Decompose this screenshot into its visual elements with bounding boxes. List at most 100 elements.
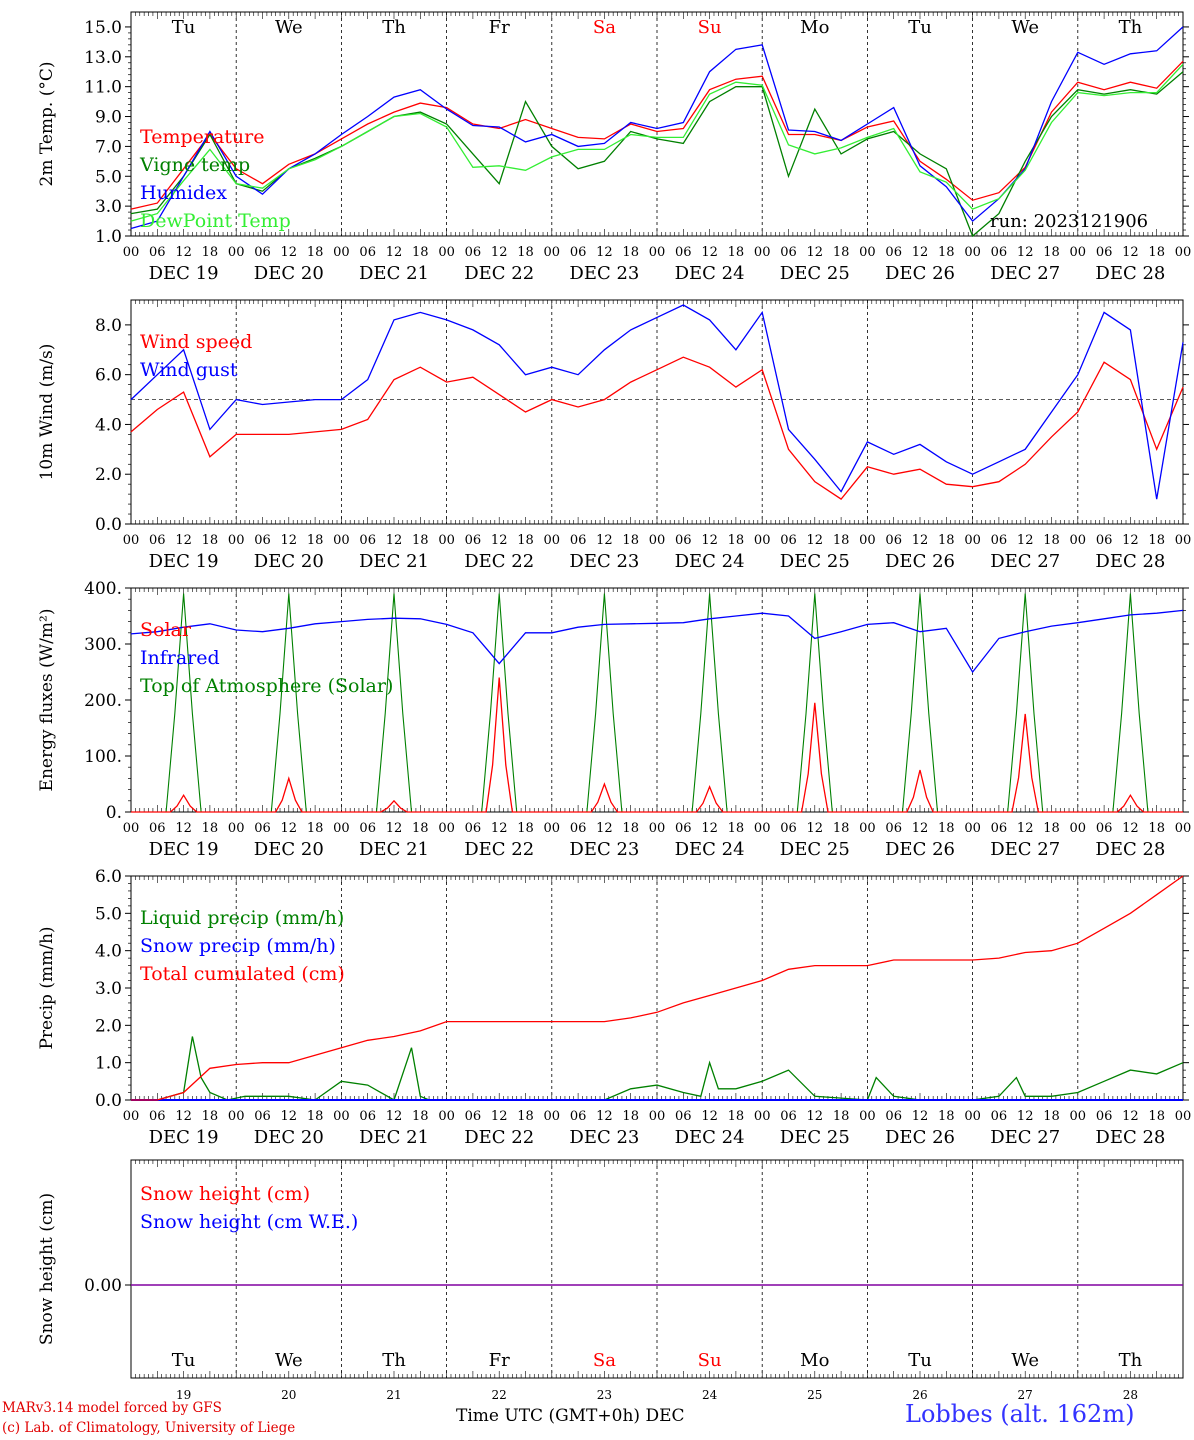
- x-hour-label: 18: [622, 245, 639, 260]
- x-hour-label: 06: [991, 533, 1008, 548]
- y-axis-title: Precip (mm/h): [37, 926, 57, 1049]
- x-hour-label: 06: [570, 1109, 587, 1124]
- x-hour-label: 00: [754, 1109, 771, 1124]
- x-hour-label: 00: [649, 245, 666, 260]
- x-hour-label: 06: [675, 1109, 692, 1124]
- day-number-label: 19: [176, 1388, 191, 1402]
- x-hour-label: 06: [885, 1109, 902, 1124]
- y-tick-label: 6.0: [95, 867, 122, 887]
- y-tick-label: 100.: [84, 747, 122, 767]
- x-hour-label: 12: [596, 821, 613, 836]
- y-tick-label: 3.0: [95, 979, 122, 999]
- x-hour-label: 18: [307, 533, 324, 548]
- x-hour-label: 12: [386, 245, 403, 260]
- x-hour-label: 18: [728, 821, 745, 836]
- x-date-label: DEC 22: [464, 263, 534, 284]
- x-hour-label: 18: [728, 245, 745, 260]
- y-tick-label: 6.0: [95, 366, 122, 386]
- run-annotation: run: 2023121906: [990, 211, 1148, 232]
- legend-entry: Solar: [140, 619, 192, 641]
- x-hour-label: 12: [1017, 1109, 1034, 1124]
- x-hour-label: 00: [438, 245, 455, 260]
- x-hour-label: 06: [465, 1109, 482, 1124]
- x-hour-label: 12: [596, 245, 613, 260]
- x-hour-label: 06: [465, 533, 482, 548]
- x-date-label: DEC 23: [569, 1127, 639, 1148]
- x-hour-label: 00: [649, 821, 666, 836]
- x-hour-label: 18: [833, 821, 850, 836]
- x-hour-label: 00: [1070, 533, 1087, 548]
- solar-line: [762, 702, 868, 813]
- x-date-label: DEC 27: [990, 839, 1060, 860]
- day-number-label: 22: [492, 1388, 507, 1402]
- x-hour-label: 18: [412, 533, 429, 548]
- toa-solar-line: [972, 593, 1078, 813]
- x-date-label: DEC 25: [780, 263, 850, 284]
- x-date-label: DEC 28: [1095, 839, 1165, 860]
- toa-solar-line: [1077, 593, 1183, 813]
- day-number-label: 25: [807, 1388, 822, 1402]
- x-hour-label: 18: [938, 245, 955, 260]
- legend-entry: Total cumulated (cm): [140, 963, 345, 985]
- x-hour-label: 12: [1122, 245, 1139, 260]
- x-hour-label: 00: [1175, 821, 1192, 836]
- x-hour-label: 18: [517, 533, 534, 548]
- x-hour-label: 06: [780, 1109, 797, 1124]
- x-date-label: DEC 23: [569, 551, 639, 572]
- x-hour-label: 00: [228, 533, 245, 548]
- wind-line-wind-speed: [130, 356, 1184, 500]
- x-hour-label: 18: [728, 533, 745, 548]
- x-date-label: DEC 25: [780, 839, 850, 860]
- x-hour-label: 12: [912, 533, 929, 548]
- x-hour-label: 18: [412, 821, 429, 836]
- x-hour-label: 18: [307, 1109, 324, 1124]
- x-hour-label: 06: [780, 533, 797, 548]
- weekday-label: Tu: [172, 17, 196, 38]
- weekday-label: Mo: [800, 1350, 829, 1371]
- x-hour-label: 00: [544, 533, 561, 548]
- x-hour-label: 00: [649, 1109, 666, 1124]
- x-hour-label: 12: [491, 1109, 508, 1124]
- x-hour-label: 12: [491, 533, 508, 548]
- x-hour-label: 00: [754, 245, 771, 260]
- toa-solar-line: [446, 593, 552, 813]
- x-hour-label: 00: [859, 245, 876, 260]
- x-hour-label: 00: [228, 1109, 245, 1124]
- x-hour-label: 00: [333, 245, 350, 260]
- x-hour-label: 12: [175, 1109, 192, 1124]
- toa-solar-line: [657, 593, 763, 813]
- weekday-label: We: [1011, 1350, 1039, 1371]
- solar-line: [236, 776, 342, 813]
- x-hour-label: 06: [359, 245, 376, 260]
- x-hour-label: 06: [675, 821, 692, 836]
- x-hour-label: 18: [833, 1109, 850, 1124]
- x-hour-label: 00: [438, 1109, 455, 1124]
- x-hour-label: 18: [202, 245, 219, 260]
- x-hour-label: 06: [359, 533, 376, 548]
- x-date-label: DEC 21: [359, 1127, 429, 1148]
- x-hour-label: 06: [1096, 1109, 1113, 1124]
- x-hour-label: 00: [333, 1109, 350, 1124]
- temp-line-vigne-temp: [130, 71, 1184, 238]
- x-hour-label: 12: [175, 821, 192, 836]
- x-hour-label: 12: [807, 1109, 824, 1124]
- x-date-label: DEC 26: [885, 263, 955, 284]
- y-tick-label: 300.: [84, 635, 122, 655]
- x-hour-label: 18: [938, 533, 955, 548]
- x-date-label: DEC 20: [254, 1127, 324, 1148]
- lab-credit: (c) Lab. of Climatology, University of L…: [2, 1420, 296, 1436]
- day-number-label: 21: [386, 1388, 401, 1402]
- x-hour-label: 00: [1175, 1109, 1192, 1124]
- y-axis-title: 10m Wind (m/s): [37, 344, 57, 481]
- x-hour-label: 18: [1148, 533, 1165, 548]
- x-hour-label: 06: [254, 821, 271, 836]
- x-hour-label: 00: [964, 821, 981, 836]
- weekday-label: Th: [1119, 1350, 1143, 1371]
- x-hour-label: 06: [991, 821, 1008, 836]
- x-hour-label: 12: [1122, 1109, 1139, 1124]
- station-name: Lobbes (alt. 162m): [905, 1400, 1135, 1428]
- weekday-label: Tu: [908, 1350, 932, 1371]
- weekday-label: Sa: [593, 1350, 616, 1371]
- x-date-label: DEC 24: [675, 1127, 745, 1148]
